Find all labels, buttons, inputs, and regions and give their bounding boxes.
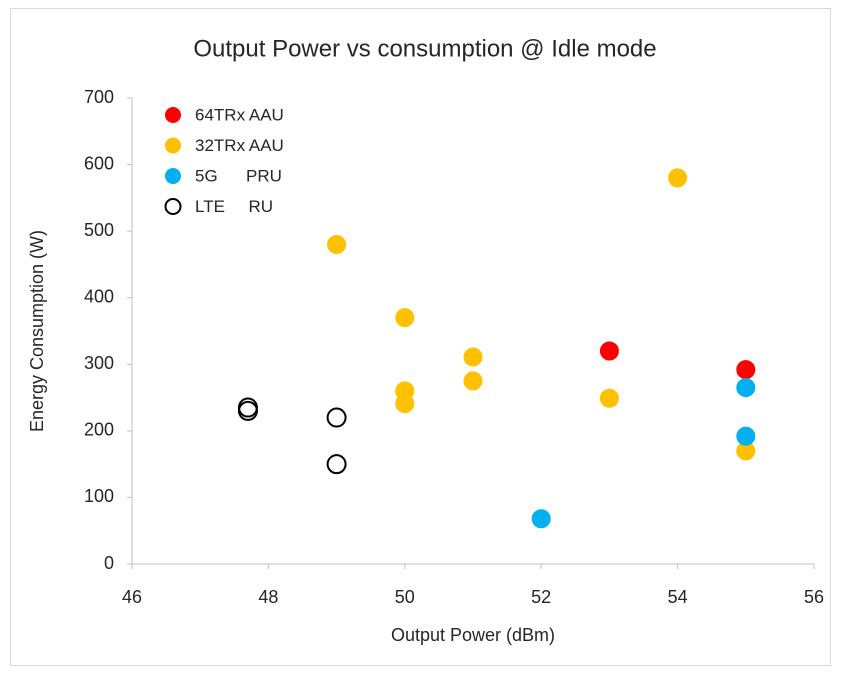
point [395, 308, 415, 328]
x-tick-label: 46 [122, 587, 142, 607]
y-tick-label: 300 [84, 353, 114, 373]
legend-marker [164, 198, 182, 215]
point [326, 407, 347, 428]
point [531, 509, 551, 529]
point [463, 371, 483, 391]
point [463, 347, 483, 367]
legend-marker [165, 107, 181, 123]
y-tick-label: 700 [84, 87, 114, 107]
y-tick-label: 100 [84, 486, 114, 506]
point [237, 400, 258, 421]
point [736, 378, 756, 398]
point [668, 168, 688, 188]
legend-marker [165, 168, 181, 184]
point [326, 454, 347, 475]
x-tick-label: 54 [668, 587, 688, 607]
x-tick-label: 48 [258, 587, 278, 607]
point [599, 341, 619, 361]
y-tick-label: 400 [84, 286, 114, 306]
point [736, 360, 756, 380]
legend-label: 32TRx AAU [195, 136, 284, 155]
point [599, 388, 619, 408]
y-axis-label: Energy Consumption (W) [27, 230, 47, 432]
y-tick-label: 500 [84, 220, 114, 240]
chart-frame [10, 8, 831, 666]
y-tick-label: 200 [84, 420, 114, 440]
x-axis-label: Output Power (dBm) [391, 625, 555, 645]
x-tick-label: 50 [395, 587, 415, 607]
x-tick-label: 52 [531, 587, 551, 607]
y-tick-label: 0 [104, 553, 114, 573]
point [736, 426, 756, 446]
x-tick-label: 56 [804, 587, 824, 607]
point [327, 234, 347, 254]
legend-marker [165, 137, 181, 154]
legend-label: 5G PRU [195, 166, 282, 185]
point [395, 394, 415, 414]
legend-label: 64TRx AAU [195, 105, 284, 124]
y-tick-label: 600 [84, 153, 114, 173]
chart-title: Output Power vs consumption @ Idle mode [193, 35, 656, 62]
legend-label: LTE RU [195, 197, 273, 216]
